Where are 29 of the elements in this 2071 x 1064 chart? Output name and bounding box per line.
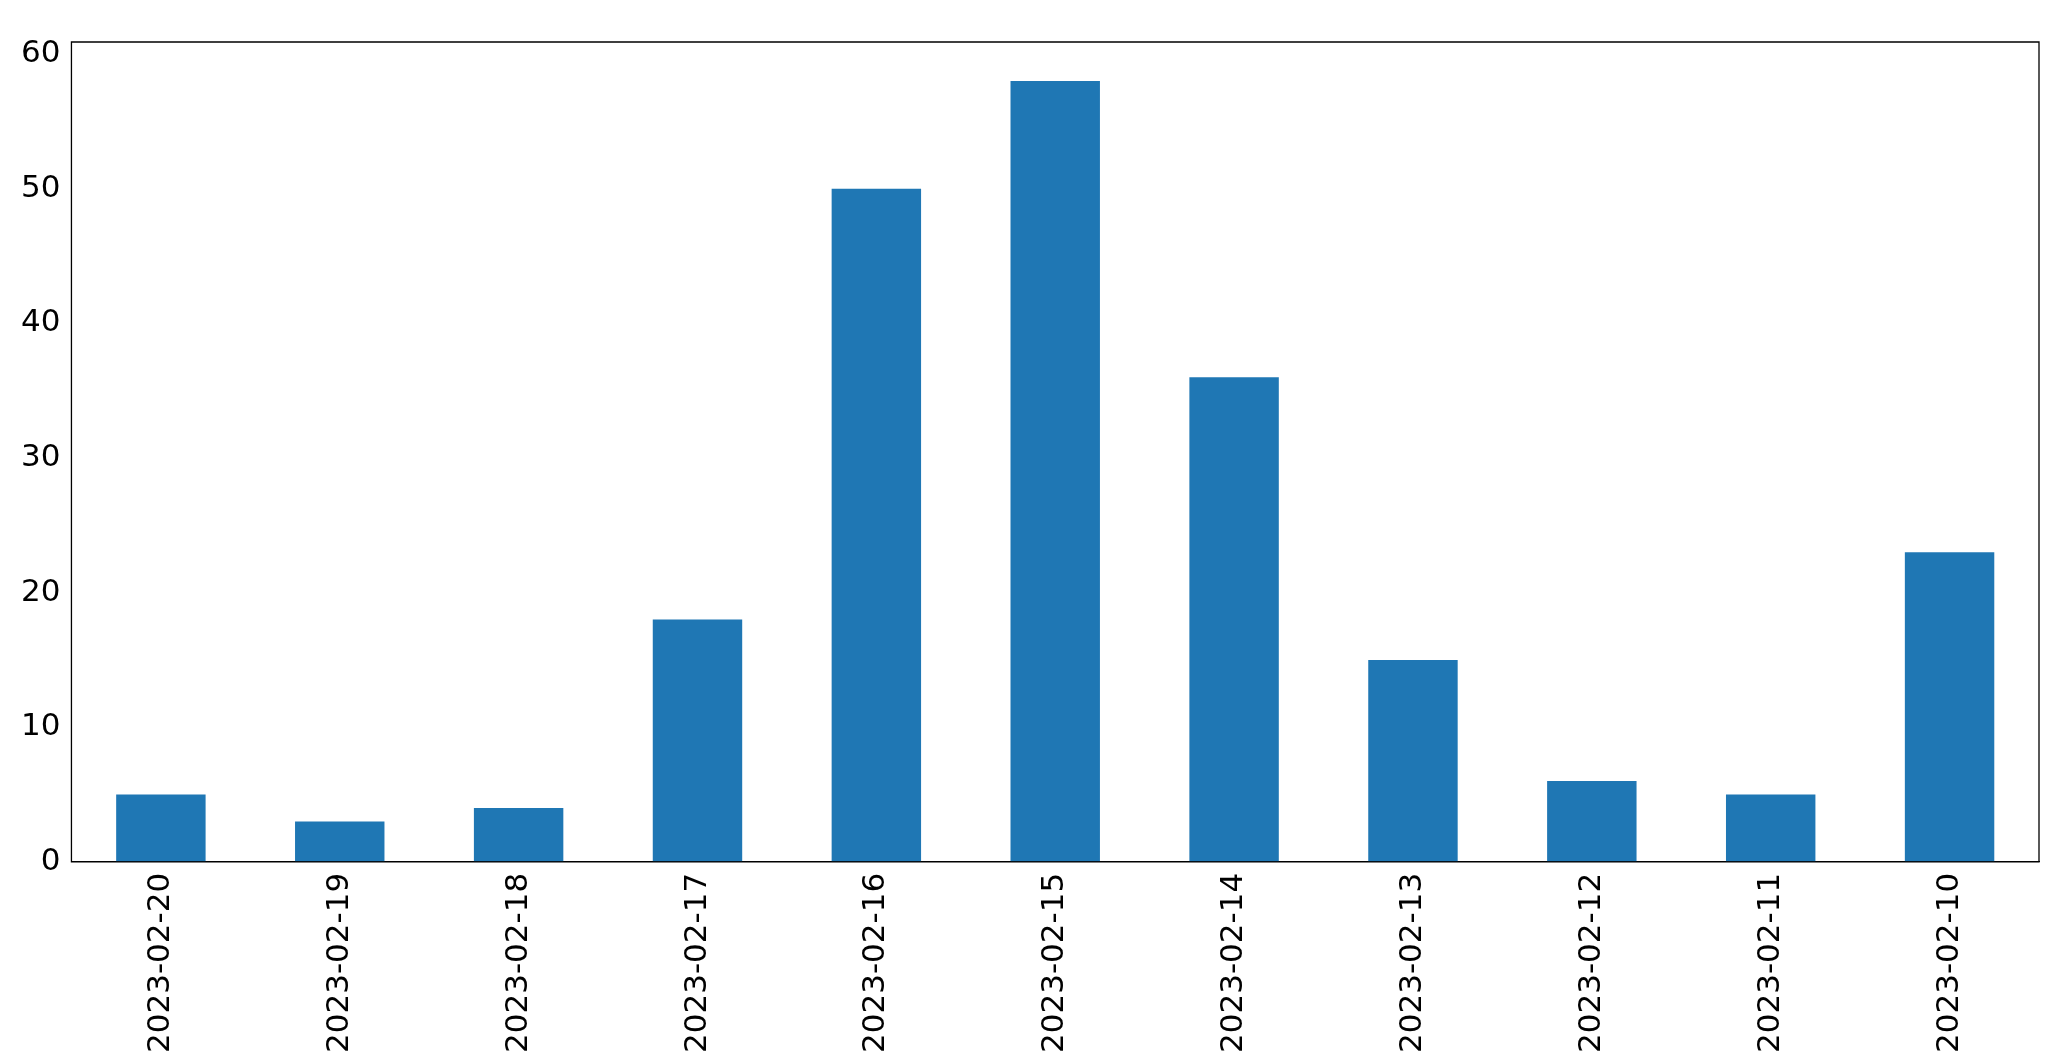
x-tick-label: 2023-02-19	[318, 872, 355, 1054]
x-tick-label: 2023-02-13	[1392, 872, 1429, 1054]
y-tick-label: 50	[20, 167, 61, 204]
bar	[1010, 81, 1100, 862]
x-tick-label: 2023-02-11	[1749, 872, 1786, 1054]
x-tick-label: 2023-02-16	[855, 872, 892, 1054]
x-tick-label: 2023-02-14	[1213, 872, 1250, 1054]
bar	[652, 619, 743, 862]
x-tick-label: 2023-02-15	[1034, 872, 1071, 1054]
x-tick-label: 2023-02-12	[1570, 872, 1607, 1054]
bar	[1725, 794, 1816, 862]
bar	[473, 807, 564, 862]
bar	[1904, 552, 1995, 862]
y-tick-label: 20	[20, 571, 61, 608]
y-tick-label: 40	[20, 302, 61, 339]
y-tick-label: 30	[20, 437, 61, 474]
x-tick-label: 2023-02-10	[1928, 872, 1965, 1054]
bar	[295, 821, 385, 862]
bar	[1368, 659, 1458, 862]
y-tick-label: 10	[20, 706, 61, 743]
bar	[831, 188, 922, 862]
y-tick-label: 0	[40, 840, 61, 877]
x-tick-label: 2023-02-17	[676, 872, 713, 1054]
y-tick-label: 60	[20, 33, 61, 70]
bar	[1189, 377, 1279, 862]
bar	[1547, 781, 1637, 862]
x-tick-label: 2023-02-18	[497, 872, 534, 1054]
x-tick-label: 2023-02-20	[139, 872, 176, 1054]
bar	[116, 794, 206, 862]
